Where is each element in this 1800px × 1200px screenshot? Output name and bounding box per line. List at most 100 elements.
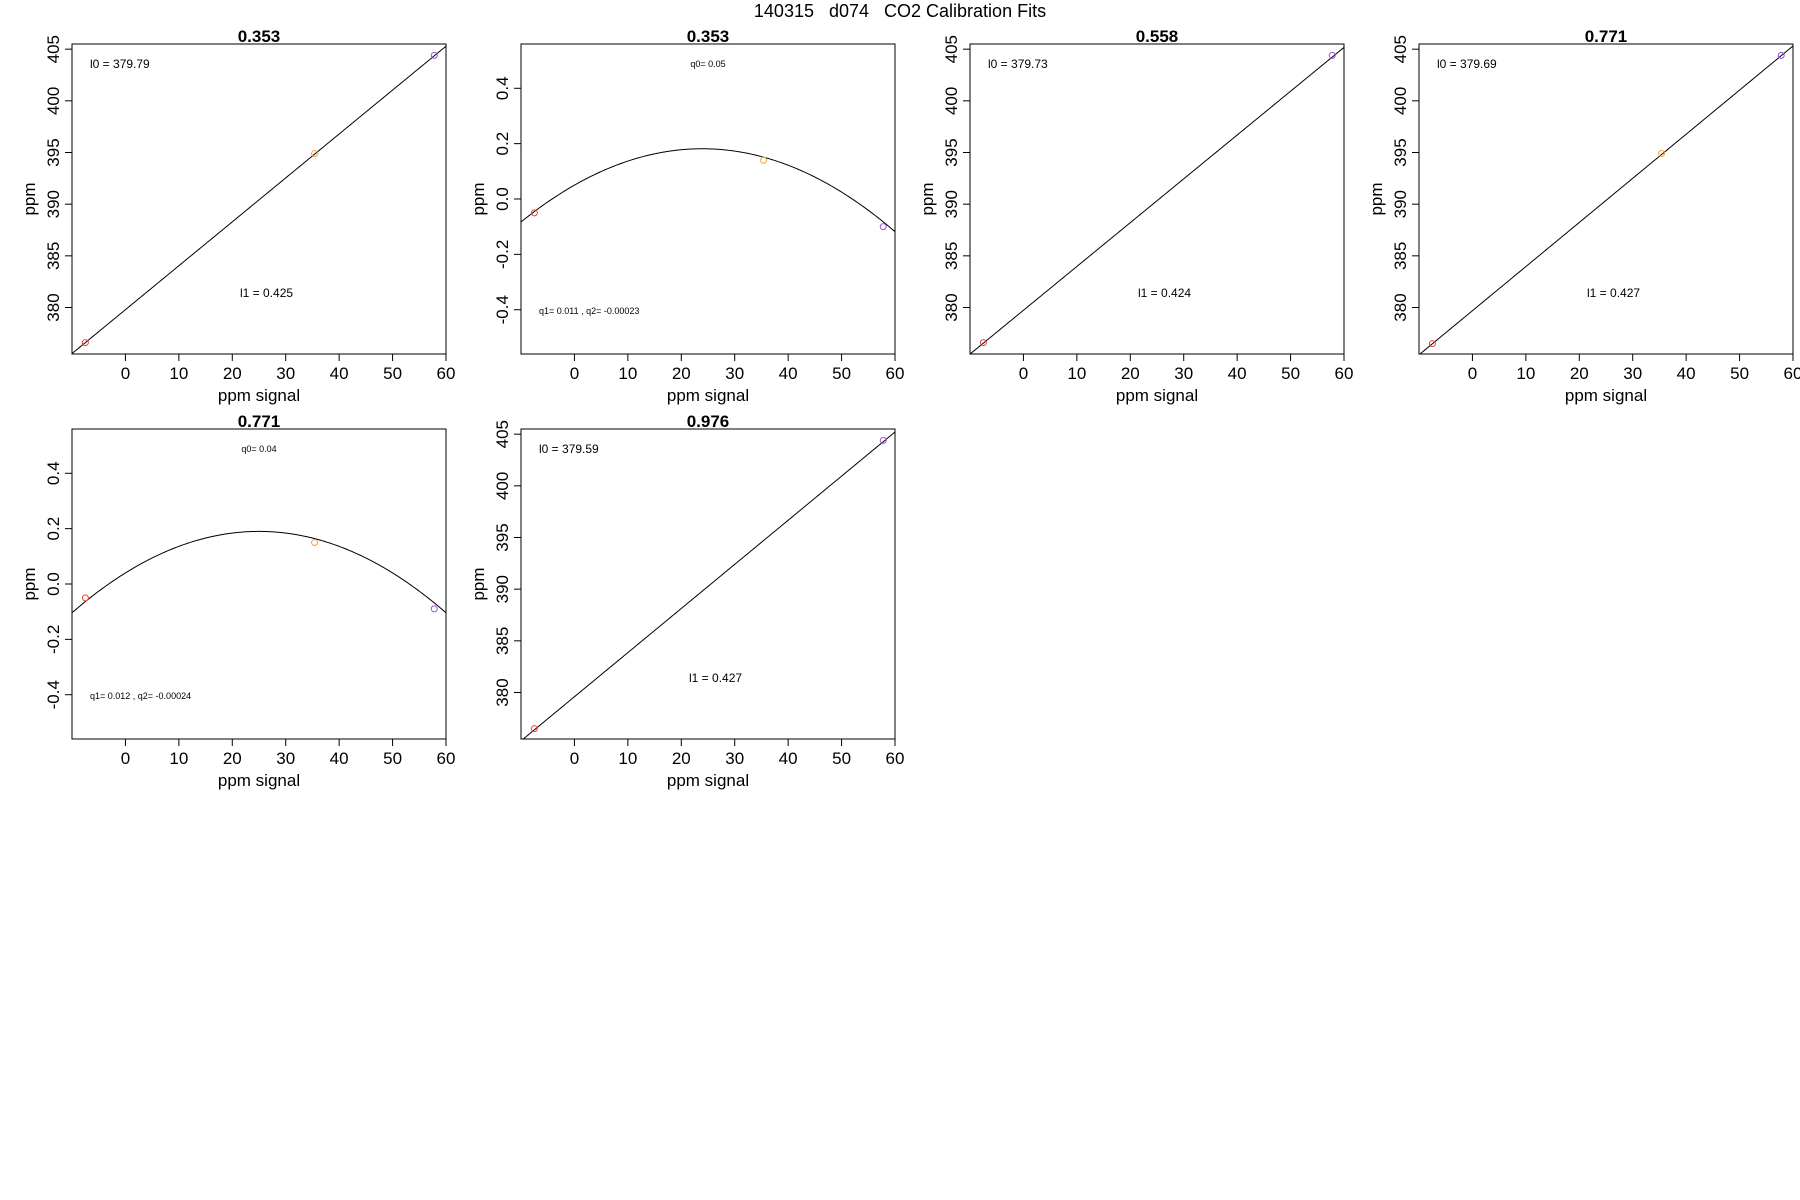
x-tick-label: 40 <box>330 364 349 383</box>
annotation-l1: l1 = 0.424 <box>1138 286 1191 300</box>
calibration-point <box>311 538 319 546</box>
y-tick-label: 0.4 <box>493 76 512 100</box>
calibration-point <box>1428 340 1436 348</box>
x-axis-title: ppm signal <box>218 386 300 405</box>
y-tick-label: -0.2 <box>493 240 512 269</box>
fit-line <box>521 148 895 233</box>
calibration-point <box>879 436 887 444</box>
y-tick-label: 390 <box>1391 190 1410 218</box>
y-axis-title: ppm <box>469 182 488 215</box>
calibration-point <box>1658 150 1666 158</box>
y-tick-label: 400 <box>44 87 63 115</box>
y-tick-label: 385 <box>1391 242 1410 270</box>
x-tick-label: 0 <box>121 364 130 383</box>
fit-line <box>72 45 446 354</box>
plot-group: 0.558 0 10 20 30 40 50 60 380 385 390 395 400 405 ppm … <box>918 27 1353 405</box>
plot-frame <box>1418 43 1794 355</box>
x-tick-label: 30 <box>725 749 744 768</box>
calibration-point <box>760 156 768 164</box>
y-tick-label: 385 <box>493 627 512 655</box>
plot-area <box>521 148 895 233</box>
annotation-l1: l1 = 0.427 <box>689 671 742 685</box>
plot-group: 0.771 0 10 20 30 40 50 60 -0.4 -0.2 0.0 0.2 0.4 ppm s… <box>20 412 455 790</box>
x-tick-label: 50 <box>832 364 851 383</box>
x-tick-label: 50 <box>832 749 851 768</box>
y-tick-label: 400 <box>942 87 961 115</box>
plot-area <box>72 45 446 354</box>
annotation-l0: l0 = 379.79 <box>90 57 150 71</box>
annotation-q1-q2: q1= 0.012 , q2= -0.00024 <box>90 691 191 701</box>
y-tick-label: 405 <box>1391 35 1410 63</box>
x-tick-label: 10 <box>618 749 637 768</box>
x-tick-label: 20 <box>1570 364 1589 383</box>
annotation-l0: l0 = 379.73 <box>988 57 1048 71</box>
calibration-point <box>879 223 887 231</box>
x-tick-label: 60 <box>1784 364 1800 383</box>
x-tick-label: 60 <box>437 364 456 383</box>
plot-area <box>970 47 1344 354</box>
calibration-point <box>530 209 538 217</box>
plot-group: 0.976 0 10 20 30 40 50 60 380 385 390 395 400 405 ppm … <box>469 412 904 790</box>
calibration-point <box>979 339 987 347</box>
annotation-l1: l1 = 0.425 <box>240 286 293 300</box>
y-tick-label: 405 <box>493 420 512 448</box>
x-axis-title: ppm signal <box>1116 386 1198 405</box>
y-tick-label: -0.4 <box>493 295 512 324</box>
y-tick-label: -0.4 <box>44 680 63 709</box>
plot-area <box>522 431 895 739</box>
y-axis-title: ppm <box>918 182 937 215</box>
y-tick-label: 0.2 <box>44 517 63 541</box>
calibration-point <box>430 605 438 613</box>
plot-area <box>1419 45 1793 354</box>
y-tick-label: 395 <box>942 138 961 166</box>
y-tick-label: 380 <box>942 293 961 321</box>
x-axis-title: ppm signal <box>1565 386 1647 405</box>
page-title: 140315 d074 CO2 Calibration Fits <box>753 1 1047 21</box>
calibration-panel: 0.976 0 10 20 30 40 50 60 380 385 390 395 400 405 ppm … <box>469 412 904 790</box>
plot-group: 0.771 0 10 20 30 40 50 60 380 385 390 395 400 405 ppm … <box>1367 27 1800 405</box>
x-tick-label: 30 <box>725 364 744 383</box>
x-tick-label: 40 <box>1228 364 1247 383</box>
y-axis-title: ppm <box>20 182 39 215</box>
calibration-point <box>1328 51 1336 59</box>
fit-line <box>72 530 446 614</box>
y-axis-title: ppm <box>20 567 39 600</box>
x-tick-label: 30 <box>1174 364 1193 383</box>
y-tick-label: 385 <box>942 242 961 270</box>
panel-title: 0.771 <box>1585 27 1628 46</box>
y-tick-label: 390 <box>942 190 961 218</box>
calibration-point <box>81 594 89 602</box>
plot-area <box>72 530 446 614</box>
y-tick-label: 0.0 <box>44 572 63 596</box>
calibration-panel: 0.353 0 10 20 30 40 50 60 -0.4 -0.2 0.0 0.2 0.4 ppm s… <box>469 27 904 405</box>
calibration-panel: 0.771 0 10 20 30 40 50 60 -0.4 -0.2 0.0 0.2 0.4 ppm s… <box>20 412 455 790</box>
y-tick-label: 390 <box>44 190 63 218</box>
x-tick-label: 50 <box>383 749 402 768</box>
x-axis-title: ppm signal <box>218 771 300 790</box>
y-tick-label: 0.2 <box>493 132 512 156</box>
x-axis-title: ppm signal <box>667 771 749 790</box>
y-tick-label: 380 <box>1391 293 1410 321</box>
x-tick-label: 30 <box>1623 364 1642 383</box>
x-axis-title: ppm signal <box>667 386 749 405</box>
y-tick-label: 395 <box>44 138 63 166</box>
x-tick-label: 10 <box>169 749 188 768</box>
fit-line <box>522 431 895 739</box>
y-axis-title: ppm <box>469 567 488 600</box>
x-tick-label: 40 <box>779 364 798 383</box>
annotation-l1: l1 = 0.427 <box>1587 286 1640 300</box>
y-tick-label: -0.2 <box>44 625 63 654</box>
x-tick-label: 30 <box>276 749 295 768</box>
x-tick-label: 60 <box>886 749 905 768</box>
y-tick-label: 385 <box>44 242 63 270</box>
y-tick-label: 0.0 <box>493 187 512 211</box>
calibration-panel: 0.353 0 10 20 30 40 50 60 380 385 390 395 400 405 ppm … <box>20 27 456 405</box>
plot-frame <box>520 428 896 740</box>
fit-line <box>970 47 1344 354</box>
annotation-l0: l0 = 379.59 <box>539 442 599 456</box>
x-tick-label: 30 <box>276 364 295 383</box>
x-tick-label: 50 <box>383 364 402 383</box>
x-tick-label: 40 <box>779 749 798 768</box>
x-tick-label: 10 <box>169 364 188 383</box>
x-tick-label: 40 <box>1677 364 1696 383</box>
